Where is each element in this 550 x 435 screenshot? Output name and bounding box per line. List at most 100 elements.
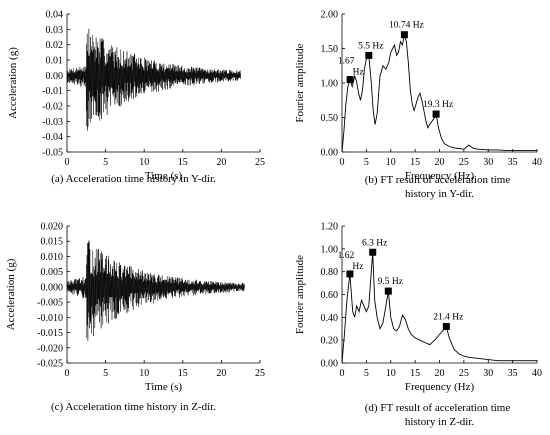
x-tick-label: 10 bbox=[386, 157, 396, 168]
peak-marker bbox=[346, 270, 354, 278]
y-tick-label: 0.000 bbox=[41, 282, 64, 293]
x-axis-label: Frequency (Hz) bbox=[405, 381, 475, 393]
x-tick-label: 25 bbox=[459, 368, 469, 379]
peak-marker bbox=[400, 31, 408, 39]
y-tick-label: 0.20 bbox=[321, 336, 339, 347]
y-tick-label: -0.05 bbox=[42, 148, 63, 159]
peak-marker bbox=[365, 51, 373, 59]
series-line bbox=[341, 252, 537, 364]
x-tick-label: 15 bbox=[178, 157, 188, 168]
y-tick-label: 0.40 bbox=[321, 313, 339, 324]
x-tick-label: 5 bbox=[364, 157, 369, 168]
x-tick-label: 30 bbox=[483, 368, 493, 379]
panel-d: 0.00 0.20 0.40 0.60 0.80 1.00 1.20 0 5 10 15 20 25 30… bbox=[294, 222, 542, 429]
peak-label: 21.4 Hz bbox=[433, 312, 463, 322]
peak-label: 10.74 Hz bbox=[389, 21, 424, 31]
series-line bbox=[66, 28, 241, 131]
x-tick-label: 15 bbox=[410, 157, 420, 168]
x-tick-label: 20 bbox=[216, 157, 226, 168]
y-tick-label: -0.020 bbox=[37, 343, 63, 354]
y-tick-label: 0.03 bbox=[46, 25, 64, 36]
x-axis-label: Time (s) bbox=[145, 381, 183, 393]
x-tick-label: 30 bbox=[483, 157, 493, 168]
x-tick-label: 40 bbox=[532, 157, 542, 168]
y-tick-label: -0.01 bbox=[42, 86, 63, 97]
peak-marker bbox=[442, 322, 450, 330]
y-axis-label: Acceleration (g) bbox=[7, 47, 19, 119]
y-tick-label: -0.04 bbox=[42, 132, 63, 143]
peak-marker bbox=[346, 76, 354, 84]
panel-b: 0.00 0.50 1.00 1.50 2.00 0 5 10 15 20 25 30 35 40 Freq… bbox=[294, 10, 542, 201]
y-tick-label: 0.01 bbox=[46, 56, 64, 67]
y-tick-label: 0.02 bbox=[46, 40, 64, 51]
x-tick-label: 20 bbox=[435, 157, 445, 168]
y-tick-label: 0.00 bbox=[321, 359, 339, 370]
y-tick-label: 0.50 bbox=[321, 113, 339, 124]
y-axis-label: Fourier amplitude bbox=[294, 43, 306, 122]
panel-caption: (d) FT result of acceleration time bbox=[365, 402, 511, 414]
series-line bbox=[66, 240, 245, 341]
peak-label: Hz bbox=[352, 262, 363, 272]
y-tick-label: 2.00 bbox=[321, 10, 339, 21]
x-tick-label: 5 bbox=[103, 157, 108, 168]
x-tick-label: 20 bbox=[216, 368, 226, 379]
panel-caption: (b) FT result of acceleration time bbox=[365, 174, 511, 186]
x-tick-label: 25 bbox=[459, 157, 469, 168]
x-tick-label: 20 bbox=[435, 368, 445, 379]
panel-caption: history in Z-dir. bbox=[405, 416, 475, 428]
y-tick-label: 0.005 bbox=[41, 267, 64, 278]
y-tick-label: 0.015 bbox=[41, 237, 64, 248]
x-tick-label: 0 bbox=[340, 157, 345, 168]
x-tick-label: 0 bbox=[65, 368, 70, 379]
x-tick-label: 5 bbox=[103, 368, 108, 379]
y-tick-label: 0.020 bbox=[41, 222, 64, 233]
x-axis-label: Frequency (Hz) bbox=[405, 170, 475, 182]
y-tick-label: 0.04 bbox=[46, 10, 64, 21]
x-tick-label: 25 bbox=[255, 157, 265, 168]
y-tick-label: 1.50 bbox=[321, 44, 339, 55]
peak-label: Hz bbox=[353, 68, 364, 78]
y-tick-label: -0.005 bbox=[37, 298, 63, 309]
peak-label: 1.67 bbox=[338, 57, 355, 67]
x-tick-label: 0 bbox=[65, 157, 70, 168]
y-tick-label: 0.60 bbox=[321, 290, 339, 301]
peak-marker bbox=[432, 110, 440, 118]
peak-label: 19.3 Hz bbox=[423, 100, 453, 110]
x-tick-label: 35 bbox=[508, 157, 518, 168]
x-tick-label: 10 bbox=[139, 368, 149, 379]
y-tick-label: 0.80 bbox=[321, 267, 339, 278]
panel-caption: history in Y-dir. bbox=[405, 188, 474, 200]
x-tick-label: 0 bbox=[340, 368, 345, 379]
peak-marker bbox=[384, 287, 392, 295]
panel-a: 0.04 0.03 0.02 0.01 0.00 -0.01 -0.02 -0.03 -0.04… bbox=[7, 10, 265, 186]
peak-label: 5.5 Hz bbox=[358, 41, 383, 51]
y-tick-label: -0.02 bbox=[42, 102, 63, 113]
y-tick-label: 0.010 bbox=[41, 252, 64, 263]
y-axis-label: Fourier amplitude bbox=[294, 255, 306, 334]
x-tick-label: 15 bbox=[410, 368, 420, 379]
panel-caption: (a) Acceleration time history in Y-dir. bbox=[51, 173, 216, 185]
y-tick-label: -0.03 bbox=[42, 117, 63, 128]
x-tick-label: 5 bbox=[364, 368, 369, 379]
peak-marker bbox=[369, 248, 377, 256]
x-tick-label: 10 bbox=[139, 157, 149, 168]
x-axis-label: Time (s) bbox=[145, 170, 183, 182]
peak-label: 9.5 Hz bbox=[378, 277, 403, 287]
y-axis-label: Acceleration (g) bbox=[5, 258, 17, 330]
x-tick-label: 10 bbox=[386, 368, 396, 379]
panel-caption: (c) Acceleration time history in Z-dir. bbox=[51, 401, 216, 413]
x-tick-label: 15 bbox=[178, 368, 188, 379]
y-tick-label: -0.010 bbox=[37, 313, 63, 324]
y-tick-label: 1.20 bbox=[321, 222, 339, 233]
series-line bbox=[341, 34, 537, 153]
peak-label: 6.3 Hz bbox=[362, 238, 387, 248]
y-tick-label: 0.00 bbox=[321, 148, 339, 159]
x-tick-label: 40 bbox=[532, 368, 542, 379]
y-tick-label: 1.00 bbox=[321, 244, 339, 255]
x-tick-label: 35 bbox=[508, 368, 518, 379]
y-tick-label: 1.00 bbox=[321, 79, 339, 90]
peak-label: 1.62 bbox=[338, 251, 355, 261]
y-tick-label: -0.025 bbox=[37, 359, 63, 370]
x-tick-label: 25 bbox=[255, 368, 265, 379]
